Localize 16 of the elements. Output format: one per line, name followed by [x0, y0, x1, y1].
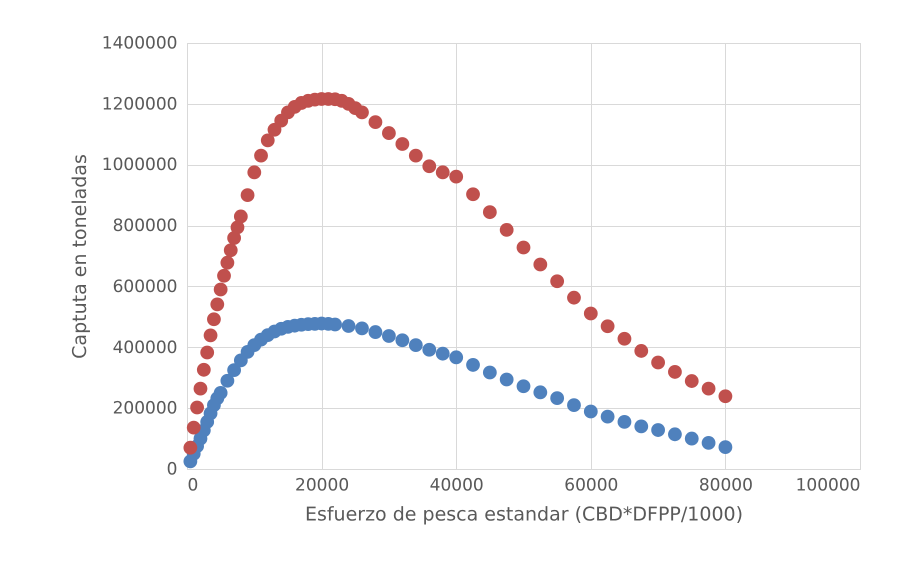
y-axis-title: Captuta en toneladas [68, 154, 91, 359]
y-tick-label: 1000000 [102, 155, 178, 176]
x-tick-label: 40000 [430, 476, 484, 496]
y-tick-label: 200000 [112, 398, 178, 419]
x-tick-label: 80000 [698, 476, 753, 496]
y-tick-label: 0 [166, 460, 178, 480]
x-tick-label: 20000 [295, 476, 350, 496]
y-tick-label: 400000 [112, 338, 178, 358]
x-tick-label: 0 [188, 476, 198, 496]
y-tick-label: 800000 [112, 216, 178, 236]
y-tick-label: 1400000 [102, 34, 178, 54]
y-tick-label: 1200000 [102, 94, 178, 114]
x-tick-label: 100000 [796, 476, 860, 496]
y-tick-label: 600000 [112, 276, 178, 297]
x-axis-title: Esfuerzo de pesca estandar (CBD*DFPP/1000) [304, 504, 744, 526]
x-tick-label: 60000 [564, 476, 618, 496]
